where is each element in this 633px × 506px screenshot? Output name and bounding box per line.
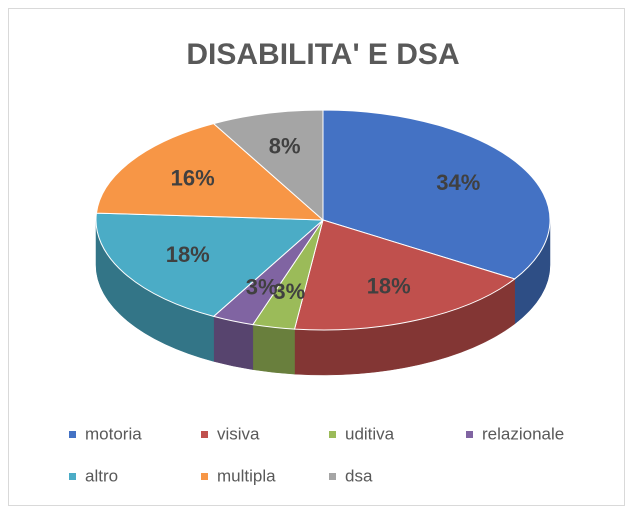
pie-slice xyxy=(212,109,324,222)
pie-slice xyxy=(95,212,325,317)
chart-title: DISABILITA' E DSA xyxy=(186,38,459,71)
pie-slice xyxy=(322,109,551,280)
legend-swatch xyxy=(69,431,76,438)
pie-slice xyxy=(95,123,325,221)
legend-swatch xyxy=(329,431,336,438)
legend-label: dsa xyxy=(345,466,373,485)
data-label: 18% xyxy=(166,242,210,267)
legend-label: motoria xyxy=(85,424,142,443)
legend-swatch xyxy=(69,473,76,480)
legend-swatch xyxy=(201,473,208,480)
pie-slice xyxy=(293,219,516,331)
legend-label: multipla xyxy=(217,466,276,485)
legend-label: altro xyxy=(85,466,118,485)
pie-side xyxy=(252,324,295,375)
data-label: 8% xyxy=(269,133,301,158)
pie-side xyxy=(213,316,254,370)
data-label: 18% xyxy=(367,273,411,298)
legend-label: relazionale xyxy=(482,424,564,443)
legend-label: visiva xyxy=(217,424,260,443)
legend-swatch xyxy=(466,431,473,438)
data-label: 16% xyxy=(171,166,215,191)
data-label: 3% xyxy=(246,274,278,299)
data-label: 3% xyxy=(273,279,305,304)
legend-swatch xyxy=(201,431,208,438)
data-label: 34% xyxy=(436,170,480,195)
legend-label: uditiva xyxy=(345,424,395,443)
legend-swatch xyxy=(329,473,336,480)
